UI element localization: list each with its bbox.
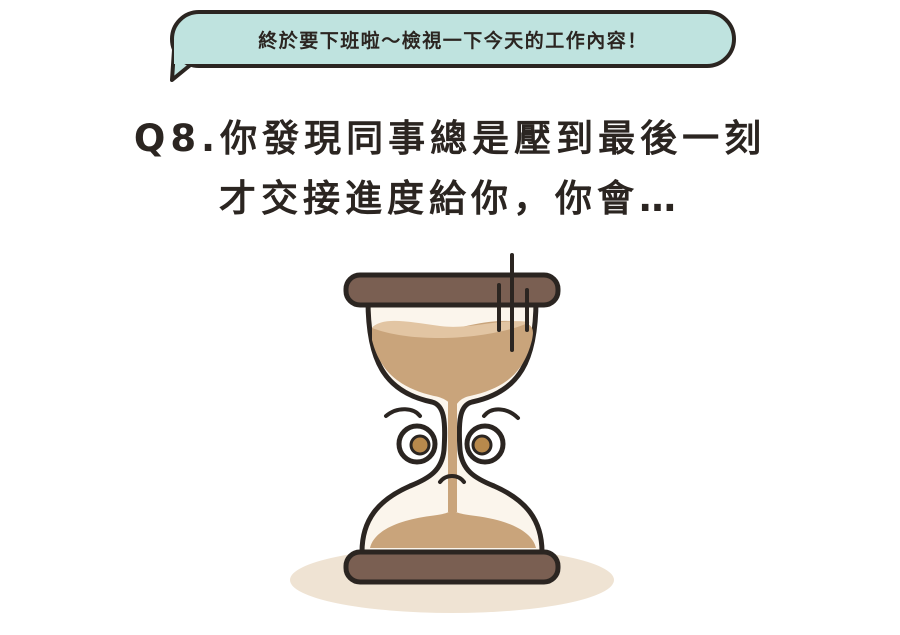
mouth (438, 474, 466, 484)
speech-bubble: 終於要下班啦～檢視一下今天的工作內容！ (170, 10, 736, 68)
top-sand (372, 320, 533, 410)
hourglass-face (384, 407, 520, 484)
motion-lines (497, 253, 529, 352)
top-sand-light (372, 320, 530, 338)
top-cap (343, 272, 561, 308)
right-eyebrow (482, 407, 520, 420)
bottom-sand (370, 508, 536, 548)
sand-stream (448, 402, 457, 512)
left-iris (409, 434, 431, 456)
bubble-seam (174, 40, 200, 64)
question-line-1: Q8.你發現同事總是壓到最後一刻 (133, 117, 767, 160)
left-eyebrow (384, 407, 422, 418)
right-iris (471, 434, 493, 456)
bottom-cap (343, 549, 561, 585)
question-line-2: 才交接進度給你，你會… (219, 177, 681, 220)
bubble-text: 終於要下班啦～檢視一下今天的工作內容！ (258, 29, 648, 52)
